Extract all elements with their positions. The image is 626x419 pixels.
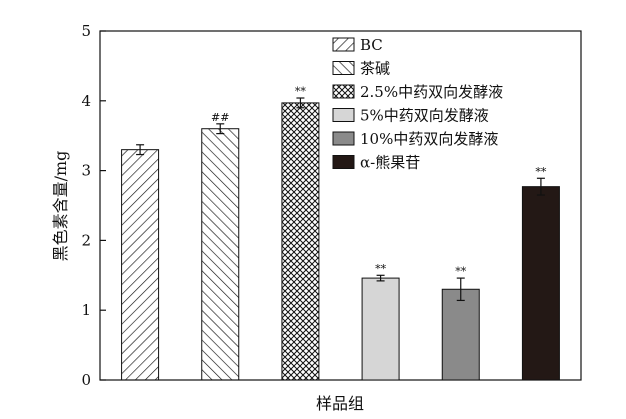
bar-6 <box>521 186 560 381</box>
significance-mark: ## <box>211 111 229 124</box>
legend-label-6: α-熊果苷 <box>360 154 420 172</box>
y-tick-label: 2 <box>81 231 91 249</box>
significance-mark: ** <box>375 262 387 275</box>
y-tick-label: 3 <box>81 162 91 180</box>
legend-swatch-5 <box>332 131 355 146</box>
significance-mark: ** <box>535 165 547 178</box>
legend-label-4: 5%中药双向发酵液 <box>360 107 489 125</box>
legend-swatch-3 <box>332 84 355 99</box>
y-tick-label: 5 <box>81 22 91 40</box>
bars: ## ** ** ** ** <box>121 85 560 381</box>
significance-mark: ** <box>295 85 307 98</box>
bar-4 <box>361 277 400 381</box>
y-tick-label: 0 <box>81 371 91 389</box>
y-axis-label: 黑色素含量/mg <box>51 151 70 262</box>
legend-label-3: 2.5%中药双向发酵液 <box>360 83 503 101</box>
legend-swatch-6 <box>332 155 355 169</box>
legend-swatch-4 <box>332 108 355 122</box>
legend-label-5: 10%中药双向发酵液 <box>360 130 498 148</box>
legend-swatch-1 <box>332 37 355 52</box>
x-axis-label: 样品组 <box>316 394 364 413</box>
y-axis: 0 1 2 3 4 5 <box>81 22 106 389</box>
bar-5 <box>441 288 480 381</box>
significance-mark: ** <box>455 265 467 278</box>
legend-label-1: BC <box>360 36 383 54</box>
y-tick-label: 1 <box>81 301 91 319</box>
bar-1 <box>121 149 160 381</box>
y-tick-label: 4 <box>81 92 91 110</box>
legend-swatch-2 <box>332 61 355 75</box>
legend: BC 茶碱 2.5%中药双向发酵液 5%中药双向发酵液 10%中药双向发酵液 α-熊果苷 <box>332 36 503 172</box>
legend-label-2: 茶碱 <box>360 60 390 78</box>
plot-frame <box>99 30 582 381</box>
bar-3 <box>281 102 320 381</box>
bar-2 <box>201 128 240 381</box>
